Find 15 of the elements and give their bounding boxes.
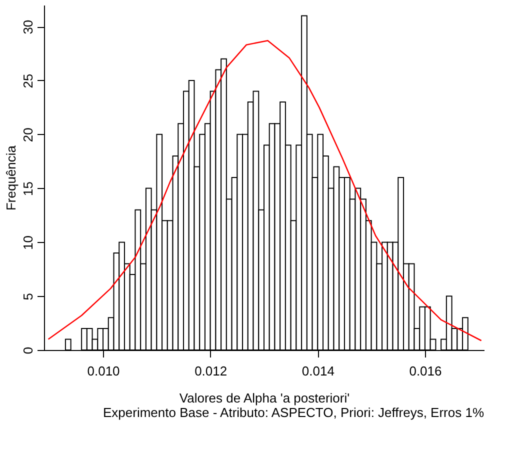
x-tick-label: 0.016 xyxy=(409,364,442,378)
x-axis-title: Valores de Alpha 'a posteriori' xyxy=(179,390,350,406)
x-tick-label: 0.014 xyxy=(302,364,334,378)
y-tick-label: 0 xyxy=(20,346,36,354)
y-tick-label: 10 xyxy=(20,235,36,250)
y-tick-label: 20 xyxy=(20,128,36,142)
y-tick-label: 25 xyxy=(20,74,36,88)
text: Experimento Base - Atributo: ASPECTO, Priori: Jeffreys, Erros 1% xyxy=(103,405,484,420)
line-series xyxy=(48,40,482,342)
y-tick-label: 5 xyxy=(20,292,36,300)
x-tick-label: 0.012 xyxy=(194,364,228,378)
x-tick-label: 0.010 xyxy=(87,364,120,378)
y-axis-title: Frequência xyxy=(4,144,18,211)
y-tick-label: 30 xyxy=(20,20,36,34)
y-tick-label: 15 xyxy=(20,182,36,196)
